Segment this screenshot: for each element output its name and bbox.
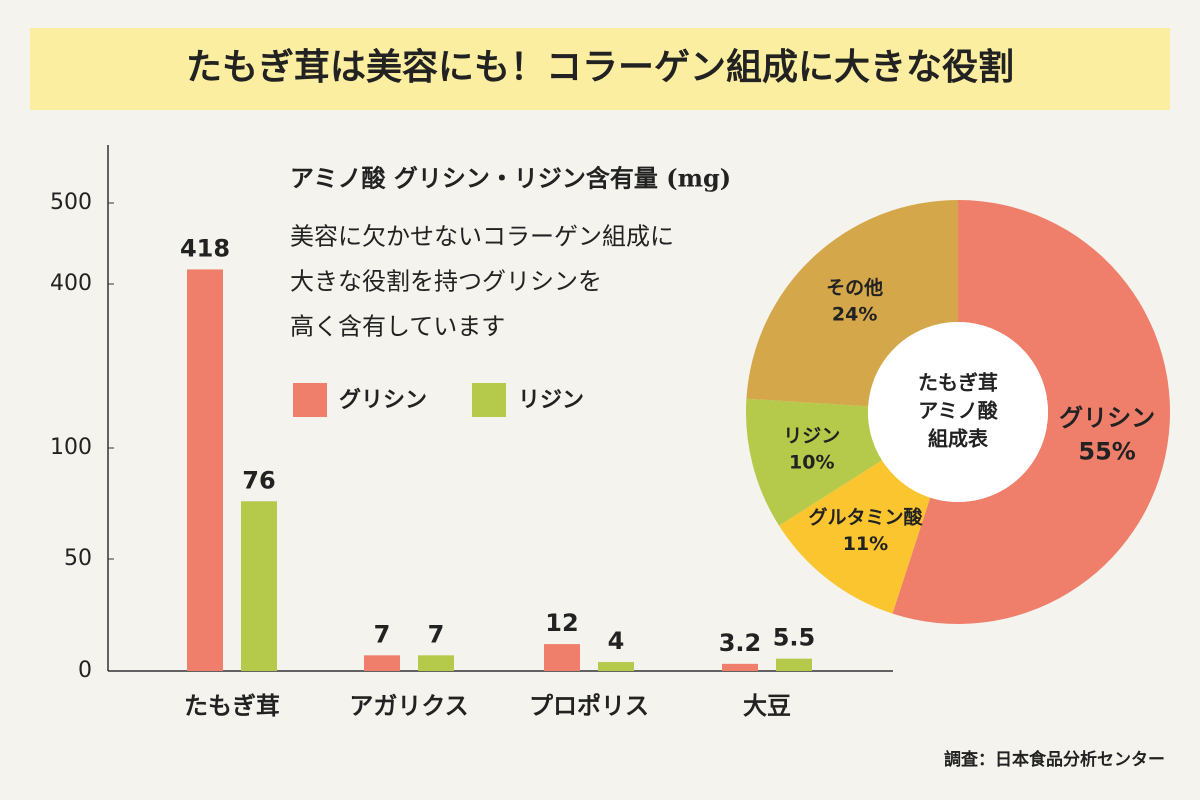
data-label: 7 <box>428 620 445 648</box>
description-line: 美容に欠かせないコラーゲン組成に <box>290 223 674 251</box>
legend-swatch <box>472 383 506 417</box>
y-tick-label: 400 <box>50 271 92 296</box>
y-tick-label: 100 <box>50 435 92 460</box>
bar <box>187 269 223 671</box>
bar <box>722 663 758 671</box>
slice-value: 24% <box>832 304 877 326</box>
bar <box>776 658 812 671</box>
bar <box>364 655 400 671</box>
description-line: 高く含有しています <box>290 313 505 341</box>
donut-slice <box>746 398 883 526</box>
donut-hole <box>868 322 1048 502</box>
chart-title: アミノ酸 グリシン・リジン含有量 (mg) <box>290 164 731 193</box>
slice-value: 10% <box>789 451 834 473</box>
legend-label: グリシン <box>339 387 427 413</box>
bar <box>418 655 454 671</box>
x-tick-label: アガリクス <box>349 692 468 720</box>
data-label: 76 <box>242 466 275 494</box>
x-tick-label: プロポリス <box>529 692 649 720</box>
source-note: 調査：日本食品分析センター <box>944 749 1165 770</box>
y-tick-label: 50 <box>64 546 92 571</box>
y-tick-label: 0 <box>78 658 92 683</box>
slice-label: その他 <box>826 276 883 299</box>
donut-slice <box>746 200 958 407</box>
y-tick-label: 500 <box>50 190 92 215</box>
title-banner <box>30 28 1170 110</box>
slice-value: 55% <box>1078 437 1135 465</box>
data-label: 4 <box>608 627 625 655</box>
data-label: 12 <box>545 609 578 637</box>
x-tick-label: たもぎ茸 <box>184 692 280 720</box>
x-tick-label: 大豆 <box>743 692 791 720</box>
page-title: たもぎ茸は美容にも！コラーゲン組成に大きな役割 <box>186 46 1014 88</box>
bar <box>544 644 580 671</box>
center-label: たもぎ茸 <box>918 371 998 395</box>
bar <box>241 501 277 671</box>
center-label: 組成表 <box>928 427 989 451</box>
slice-value: 11% <box>843 533 888 555</box>
slice-label: グリシン <box>1059 404 1155 432</box>
data-label: 3.2 <box>719 629 762 657</box>
data-label: 5.5 <box>773 624 816 652</box>
legend-swatch <box>293 383 327 417</box>
donut-slice <box>779 460 931 614</box>
data-label: 7 <box>374 620 391 648</box>
center-label: アミノ酸 <box>918 399 999 423</box>
legend-label: リジン <box>518 388 584 413</box>
description-line: 大きな役割を持つグリシンを <box>290 268 602 296</box>
slice-label: グルタミン酸 <box>808 506 923 529</box>
bar <box>598 662 634 671</box>
donut-slice <box>892 200 1170 624</box>
data-label: 418 <box>180 234 230 262</box>
slice-label: リジン <box>783 425 840 447</box>
